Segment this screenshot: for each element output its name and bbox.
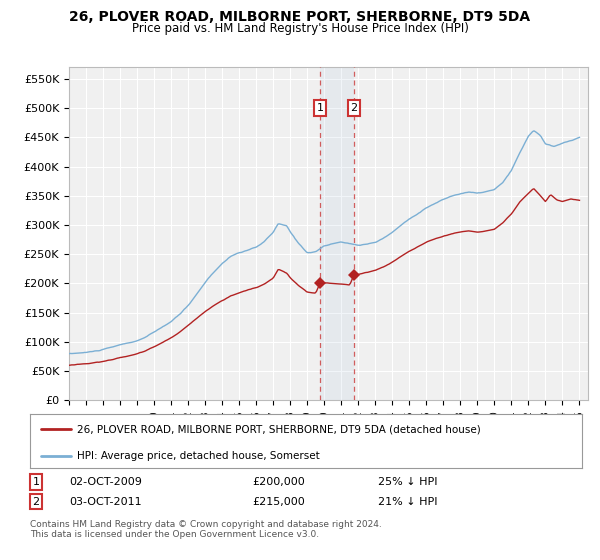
Bar: [320, 67, 354, 400]
Text: 2: 2: [32, 497, 40, 507]
Text: 1: 1: [32, 477, 40, 487]
Text: Price paid vs. HM Land Registry's House Price Index (HPI): Price paid vs. HM Land Registry's House …: [131, 22, 469, 35]
Text: 26, PLOVER ROAD, MILBORNE PORT, SHERBORNE, DT9 5DA (detached house): 26, PLOVER ROAD, MILBORNE PORT, SHERBORN…: [77, 424, 481, 435]
Text: 02-OCT-2009: 02-OCT-2009: [69, 477, 142, 487]
Text: 1: 1: [316, 103, 323, 113]
Text: 21% ↓ HPI: 21% ↓ HPI: [378, 497, 437, 507]
Text: 2: 2: [350, 103, 358, 113]
Text: Contains HM Land Registry data © Crown copyright and database right 2024.
This d: Contains HM Land Registry data © Crown c…: [30, 520, 382, 539]
Text: £200,000: £200,000: [252, 477, 305, 487]
Text: HPI: Average price, detached house, Somerset: HPI: Average price, detached house, Some…: [77, 451, 320, 461]
Text: £215,000: £215,000: [252, 497, 305, 507]
Text: 03-OCT-2011: 03-OCT-2011: [69, 497, 142, 507]
Text: 25% ↓ HPI: 25% ↓ HPI: [378, 477, 437, 487]
Text: 26, PLOVER ROAD, MILBORNE PORT, SHERBORNE, DT9 5DA: 26, PLOVER ROAD, MILBORNE PORT, SHERBORN…: [70, 10, 530, 24]
